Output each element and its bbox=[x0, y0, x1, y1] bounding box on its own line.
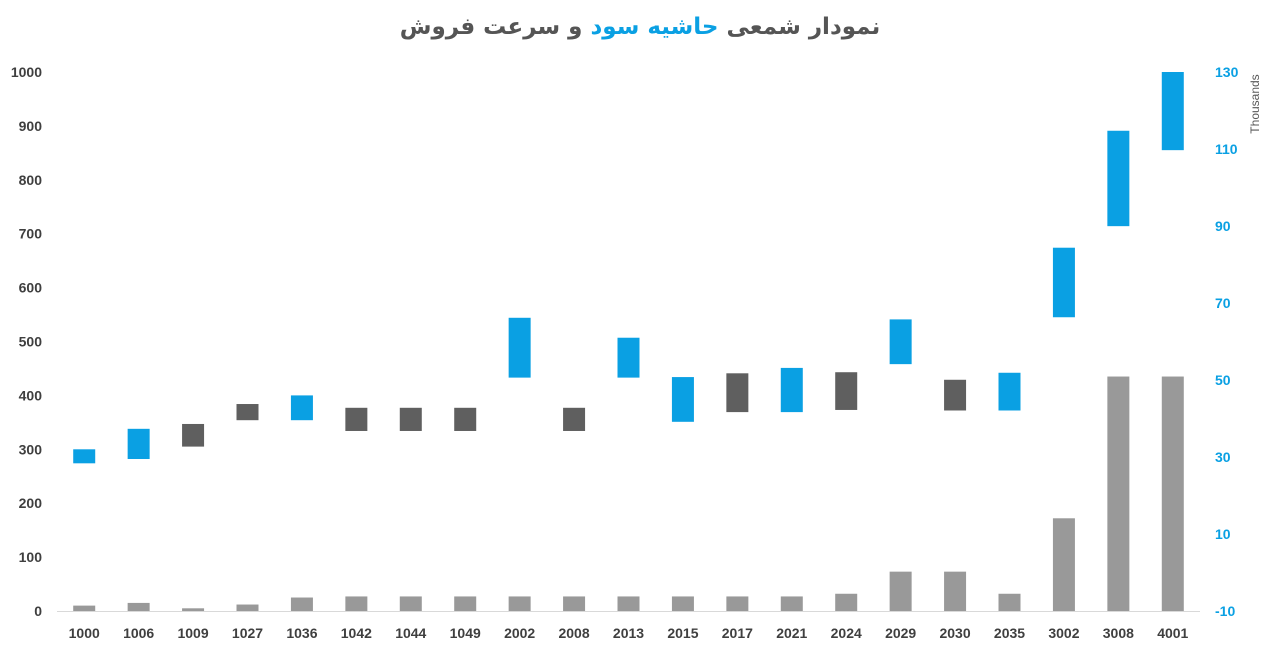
category-tick-label: 2002 bbox=[504, 625, 535, 641]
category-tick-label: 1000 bbox=[69, 625, 100, 641]
volume-bars bbox=[73, 376, 1184, 611]
volume-bar bbox=[671, 596, 694, 611]
category-tick-label: 3008 bbox=[1103, 625, 1134, 641]
right-tick-label: 10 bbox=[1215, 526, 1231, 542]
category-tick-label: 1049 bbox=[450, 625, 481, 641]
candle bbox=[345, 407, 368, 431]
candle bbox=[508, 317, 531, 378]
category-tick-label: 2035 bbox=[994, 625, 1025, 641]
candle bbox=[182, 423, 205, 447]
candle bbox=[1107, 130, 1130, 227]
volume-bar bbox=[617, 596, 640, 611]
category-tick-label: 2029 bbox=[885, 625, 916, 641]
candle bbox=[73, 449, 96, 464]
volume-bar bbox=[508, 596, 531, 611]
candle bbox=[127, 428, 150, 460]
chart-title-part1: نمودار شمعی bbox=[718, 14, 881, 40]
candle bbox=[399, 407, 422, 431]
volume-bar bbox=[944, 571, 967, 611]
category-tick-label: 1027 bbox=[232, 625, 263, 641]
candle bbox=[563, 407, 586, 431]
candle bbox=[1161, 72, 1184, 151]
right-tick-label: -10 bbox=[1215, 603, 1235, 619]
right-tick-label: 90 bbox=[1215, 218, 1231, 234]
candle bbox=[454, 407, 477, 431]
volume-bar bbox=[345, 596, 368, 611]
left-tick-label: 800 bbox=[19, 172, 43, 188]
category-tick-label: 2008 bbox=[558, 625, 589, 641]
candle bbox=[290, 395, 313, 421]
category-tick-label: 2021 bbox=[776, 625, 807, 641]
category-tick-label: 3002 bbox=[1048, 625, 1079, 641]
volume-bar bbox=[780, 596, 803, 611]
candle bbox=[1052, 247, 1075, 318]
left-tick-label: 600 bbox=[19, 280, 43, 296]
right-tick-label: 110 bbox=[1215, 141, 1238, 157]
candle bbox=[236, 404, 259, 421]
chart-title-accent: حاشیه سود bbox=[590, 14, 719, 40]
right-axis-label: Thousands bbox=[1248, 74, 1262, 133]
category-tick-label: 1009 bbox=[177, 625, 208, 641]
category-tick-label: 1036 bbox=[286, 625, 317, 641]
left-tick-label: 100 bbox=[19, 549, 43, 565]
left-tick-label: 400 bbox=[19, 387, 43, 403]
volume-bar bbox=[889, 571, 912, 611]
candles bbox=[73, 72, 1184, 464]
chart-title-part3: و سرعت فروش bbox=[399, 14, 591, 40]
candle bbox=[617, 337, 640, 378]
left-tick-label: 1000 bbox=[11, 64, 42, 80]
candle bbox=[998, 372, 1021, 411]
category-tick-label: 1006 bbox=[123, 625, 154, 641]
chart-title: نمودار شمعی حاشیه سود و سرعت فروش bbox=[0, 14, 1280, 40]
category-tick-label: 2017 bbox=[722, 625, 753, 641]
volume-bar bbox=[563, 596, 586, 611]
volume-bar bbox=[182, 608, 205, 611]
candle bbox=[835, 372, 858, 410]
volume-bar bbox=[1107, 376, 1130, 611]
candle bbox=[726, 373, 749, 413]
category-tick-label: 2013 bbox=[613, 625, 644, 641]
volume-bar bbox=[1052, 518, 1075, 611]
axes: 0 100 200 300 400 500 600 700 800 900 1000 -10 10 30 5… bbox=[11, 64, 1262, 641]
left-tick-label: 900 bbox=[19, 118, 43, 134]
category-tick-label: 2030 bbox=[939, 625, 970, 641]
volume-bar bbox=[998, 593, 1021, 611]
candle bbox=[944, 379, 967, 411]
left-tick-label: 700 bbox=[19, 226, 43, 242]
category-tick-label: 4001 bbox=[1157, 625, 1188, 641]
candle bbox=[671, 377, 694, 422]
right-tick-label: 50 bbox=[1215, 372, 1231, 388]
volume-bar bbox=[726, 596, 749, 611]
left-tick-label: 0 bbox=[34, 603, 42, 619]
category-tick-label: 2015 bbox=[667, 625, 698, 641]
candle bbox=[780, 367, 803, 413]
volume-bar bbox=[454, 596, 477, 611]
volume-bar bbox=[236, 604, 259, 611]
category-tick-label: 2024 bbox=[831, 625, 862, 641]
right-tick-label: 30 bbox=[1215, 449, 1231, 465]
volume-bar bbox=[399, 596, 422, 611]
volume-bar bbox=[290, 597, 313, 611]
right-tick-label: 70 bbox=[1215, 295, 1231, 311]
volume-bar bbox=[73, 605, 96, 611]
left-tick-label: 500 bbox=[19, 334, 43, 350]
category-tick-label: 1042 bbox=[341, 625, 372, 641]
category-tick-label: 1044 bbox=[395, 625, 426, 641]
volume-bar bbox=[127, 602, 150, 611]
left-tick-label: 200 bbox=[19, 495, 43, 511]
right-tick-label: 130 bbox=[1215, 64, 1239, 80]
volume-bar bbox=[835, 593, 858, 611]
volume-bar bbox=[1161, 376, 1184, 611]
left-tick-label: 300 bbox=[19, 441, 43, 457]
candle bbox=[889, 319, 912, 365]
